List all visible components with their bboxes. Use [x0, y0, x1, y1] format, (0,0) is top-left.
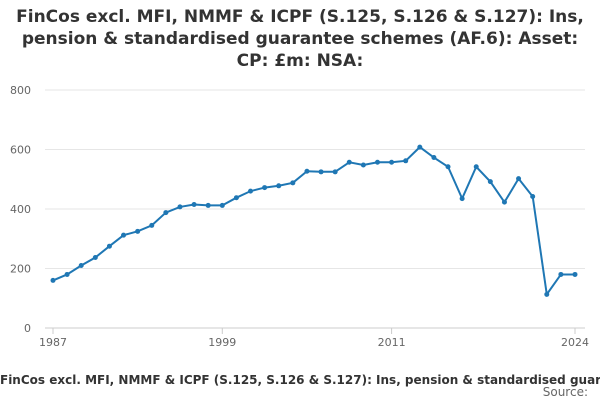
- data-point[interactable]: [135, 228, 141, 234]
- data-point[interactable]: [501, 199, 507, 205]
- data-point[interactable]: [248, 188, 254, 194]
- data-point[interactable]: [346, 159, 352, 165]
- data-point[interactable]: [205, 202, 211, 208]
- series-line: [52, 145, 575, 298]
- y-tick-label: 0: [24, 322, 31, 335]
- data-point[interactable]: [78, 263, 84, 269]
- data-point[interactable]: [219, 202, 225, 208]
- data-point[interactable]: [374, 159, 380, 165]
- y-tick-label: 800: [10, 84, 31, 97]
- x-tick-label: 2011: [378, 336, 406, 349]
- data-point[interactable]: [360, 162, 366, 168]
- data-point[interactable]: [516, 176, 522, 182]
- data-point[interactable]: [276, 183, 282, 189]
- x-tick-label: 1999: [208, 336, 236, 349]
- data-point[interactable]: [163, 210, 169, 216]
- data-point[interactable]: [318, 169, 324, 175]
- gridlines: [45, 89, 585, 329]
- chart-title: FinCos excl. MFI, NMMF & ICPF (S.125, S.…: [16, 7, 584, 71]
- source-label: Source:: [542, 385, 588, 399]
- y-tick-label: 200: [10, 263, 31, 276]
- data-point[interactable]: [572, 271, 578, 277]
- data-point[interactable]: [121, 232, 127, 238]
- data-point[interactable]: [389, 159, 395, 165]
- x-tick-label: 1987: [39, 336, 67, 349]
- y-tick-label: 400: [10, 203, 31, 216]
- data-point[interactable]: [191, 202, 197, 208]
- data-point[interactable]: [445, 164, 451, 170]
- data-point[interactable]: [262, 185, 268, 191]
- data-point[interactable]: [149, 222, 155, 228]
- data-points: [50, 144, 578, 297]
- data-point[interactable]: [92, 254, 98, 260]
- data-point[interactable]: [487, 179, 493, 185]
- data-point[interactable]: [177, 204, 183, 210]
- data-point[interactable]: [290, 180, 296, 186]
- data-point[interactable]: [473, 164, 479, 170]
- data-point[interactable]: [417, 144, 423, 150]
- data-point[interactable]: [304, 168, 310, 174]
- data-point[interactable]: [459, 196, 465, 202]
- legend-series-label[interactable]: FinCos excl. MFI, NMMF & ICPF (S.125, S.…: [0, 373, 600, 387]
- data-point[interactable]: [544, 291, 550, 297]
- x-tick-label: 2024: [561, 336, 589, 349]
- x-axis: 1987 1999 2011 2024: [39, 327, 589, 349]
- data-point[interactable]: [403, 158, 409, 164]
- data-point[interactable]: [50, 277, 56, 283]
- y-axis: 0 200 400 600 800: [10, 84, 31, 335]
- data-point[interactable]: [332, 169, 338, 175]
- data-point[interactable]: [431, 155, 437, 161]
- data-point[interactable]: [530, 194, 536, 200]
- data-point[interactable]: [558, 271, 564, 277]
- y-tick-label: 600: [10, 144, 31, 157]
- data-point[interactable]: [64, 271, 70, 277]
- data-point[interactable]: [233, 195, 239, 201]
- data-point[interactable]: [106, 243, 112, 249]
